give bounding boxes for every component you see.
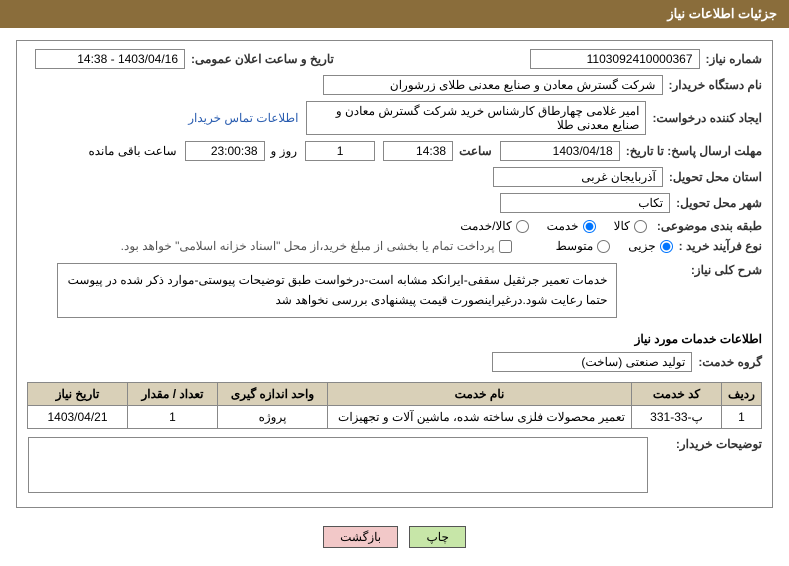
creator-value: امیر غلامی چهارطاق کارشناس خرید شرکت گست… (306, 101, 646, 135)
page-header: جزئیات اطلاعات نیاز (0, 0, 789, 28)
radio-partial[interactable] (660, 240, 673, 253)
remaining-suffix: ساعت باقی مانده (88, 144, 176, 158)
th-qty: تعداد / مقدار (128, 382, 218, 405)
print-button[interactable]: چاپ (409, 526, 465, 548)
buyer-contact-link[interactable]: اطلاعات تماس خریدار (188, 111, 298, 125)
proc-medium-label: متوسط (556, 239, 594, 253)
services-section-title: اطلاعات خدمات مورد نیاز (27, 332, 762, 346)
action-buttons: چاپ بازگشت (0, 516, 789, 564)
buyer-org-label: نام دستگاه خریدار: (669, 78, 763, 92)
cat-goods-service-label: کالا/خدمت (460, 219, 511, 233)
cat-goods-label: کالا (614, 219, 630, 233)
request-number-value: 1103092410000367 (530, 49, 700, 69)
table-header-row: ردیف کد خدمت نام خدمت واحد اندازه گیری ت… (28, 382, 762, 405)
announce-label: تاریخ و ساعت اعلان عمومی: (191, 52, 334, 66)
request-number-label: شماره نیاز: (706, 52, 762, 66)
city-label: شهر محل تحویل: (676, 196, 762, 210)
th-name: نام خدمت (328, 382, 632, 405)
cell-name: تعمیر محصولات فلزی ساخته شده، ماشین آلات… (328, 405, 632, 428)
back-button[interactable]: بازگشت (323, 526, 398, 548)
time-remaining-value: 23:00:38 (185, 141, 265, 161)
cell-qty: 1 (128, 405, 218, 428)
days-remaining-value: 1 (305, 141, 375, 161)
time-label: ساعت (459, 144, 492, 158)
payment-note: پرداخت تمام یا بخشی از مبلغ خرید،از محل … (121, 239, 495, 253)
summary-label: شرح کلی نیاز: (652, 263, 762, 277)
radio-service[interactable] (583, 220, 596, 233)
main-panel: شماره نیاز: 1103092410000367 تاریخ و ساع… (16, 40, 773, 508)
treasury-checkbox[interactable] (499, 240, 512, 253)
radio-goods-service[interactable] (516, 220, 529, 233)
cell-unit: پروژه (218, 405, 328, 428)
buyer-notes-textarea[interactable] (28, 437, 648, 493)
deadline-time-value: 14:38 (383, 141, 453, 161)
announce-datetime-value: 1403/04/16 - 14:38 (35, 49, 185, 69)
summary-box: خدمات تعمیر جرثقیل سقفی-ایرانکد مشابه اس… (57, 263, 617, 318)
radio-goods[interactable] (634, 220, 647, 233)
cat-service-label: خدمت (547, 219, 579, 233)
city-value: تکاب (500, 193, 670, 213)
creator-label: ایجاد کننده درخواست: (652, 111, 762, 125)
service-group-label: گروه خدمت: (698, 355, 762, 369)
cell-date: 1403/04/21 (28, 405, 128, 428)
buyer-org-value: شرکت گسترش معادن و صنایع معدنی طلای زرشو… (323, 75, 663, 95)
day-and-label: روز و (271, 144, 298, 158)
th-row: ردیف (722, 382, 762, 405)
table-row: 1 پ-33-331 تعمیر محصولات فلزی ساخته شده،… (28, 405, 762, 428)
proc-partial-label: جزیی (628, 239, 655, 253)
th-date: تاریخ نیاز (28, 382, 128, 405)
radio-medium[interactable] (597, 240, 610, 253)
th-code: کد خدمت (632, 382, 722, 405)
deadline-date-value: 1403/04/18 (500, 141, 620, 161)
category-label: طبقه بندی موضوعی: (657, 219, 762, 233)
th-unit: واحد اندازه گیری (218, 382, 328, 405)
province-value: آذربایجان غربی (493, 167, 663, 187)
buyer-notes-label: توضیحات خریدار: (662, 437, 762, 451)
cell-row: 1 (722, 405, 762, 428)
page-title: جزئیات اطلاعات نیاز (667, 6, 777, 21)
process-label: نوع فرآیند خرید : (679, 239, 762, 253)
cell-code: پ-33-331 (632, 405, 722, 428)
service-group-value: تولید صنعتی (ساخت) (492, 352, 692, 372)
services-table: ردیف کد خدمت نام خدمت واحد اندازه گیری ت… (27, 382, 762, 429)
province-label: استان محل تحویل: (669, 170, 762, 184)
deadline-label: مهلت ارسال پاسخ: تا تاریخ: (626, 144, 762, 158)
